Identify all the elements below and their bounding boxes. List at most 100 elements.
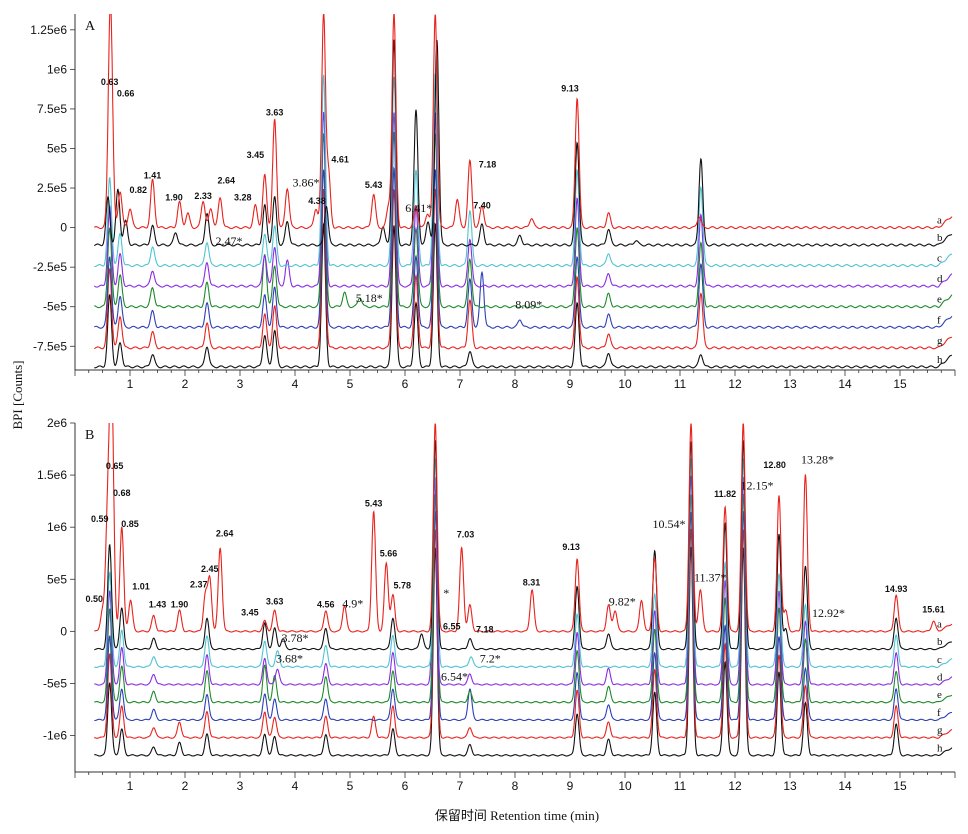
y-tick-label: -1e6 — [43, 729, 67, 743]
peak-annotation: 1.43 — [149, 599, 167, 609]
trace-d — [93, 110, 953, 288]
peak-annotation: 0.68 — [113, 488, 131, 498]
trace-a — [94, 14, 953, 230]
x-tick-label: 1 — [127, 377, 134, 391]
x-tick-label: 7 — [457, 377, 464, 391]
x-tick-label: 8 — [512, 779, 519, 793]
y-tick-label: 1.25e6 — [30, 23, 67, 37]
peak-annotation: 10.54* — [653, 517, 686, 531]
peak-annotation: 5.43 — [365, 498, 383, 508]
peak-annotation: 1.41 — [144, 171, 162, 181]
x-tick-label: 9 — [567, 377, 574, 391]
peak-annotation: 3.63 — [266, 596, 284, 606]
x-tick-label: 12 — [728, 377, 742, 391]
peak-annotation: 11.82 — [714, 489, 736, 499]
lane-label-d: d — [937, 671, 943, 683]
trace-g — [94, 528, 953, 739]
trace-h — [94, 222, 953, 369]
lane-label-b: b — [937, 636, 943, 648]
peak-annotation: 12.15* — [741, 479, 774, 493]
x-tick-label: 5 — [347, 779, 354, 793]
peak-annotation: 5.66 — [380, 548, 398, 558]
panel-label: B — [85, 428, 94, 443]
x-tick-label: 10 — [618, 779, 632, 793]
lane-label-g: g — [937, 725, 943, 737]
x-tick-label: 15 — [893, 779, 907, 793]
x-tick-label: 10 — [618, 377, 632, 391]
peak-annotation: 9.13 — [562, 542, 580, 552]
peak-annotation: 1.90 — [165, 193, 183, 203]
y-tick-label: 5e5 — [47, 572, 67, 586]
x-tick-label: 4 — [292, 377, 299, 391]
peak-annotation: 1.01 — [132, 582, 150, 592]
trace-b — [94, 39, 953, 247]
peak-annotation: 1.90 — [171, 599, 189, 609]
x-tick-label: 2 — [182, 377, 189, 391]
peak-annotation: 0.82 — [129, 185, 147, 195]
peak-annotation: 8.31 — [523, 578, 541, 588]
lane-label-e: e — [937, 294, 942, 306]
lane-label-a: a — [937, 618, 942, 630]
peak-annotation: 4.56 — [317, 599, 335, 609]
x-tick-label: 13 — [783, 779, 797, 793]
trace-d — [94, 475, 953, 686]
y-tick-label: 1e6 — [47, 62, 67, 76]
peak-annotation: 6.41* — [405, 201, 432, 215]
peak-annotation: 0.63 — [101, 77, 119, 87]
peak-annotation: 3.63 — [266, 107, 284, 117]
y-tick-label: -2.5e5 — [33, 260, 67, 274]
trace-g — [94, 188, 953, 350]
peak-annotation: 0.65 — [106, 461, 124, 471]
lane-label-h: h — [937, 354, 943, 366]
peak-annotation: 5.43 — [365, 180, 383, 190]
peak-annotation: 5.18* — [356, 291, 383, 305]
trace-b — [94, 440, 952, 651]
y-tick-label: 2.5e5 — [37, 181, 67, 195]
peak-annotation: 0.50 — [85, 594, 103, 604]
lane-label-h: h — [937, 742, 943, 754]
peak-annotation: 4.61 — [331, 155, 349, 165]
peak-annotation: 4.9* — [342, 596, 363, 610]
trace-f — [94, 166, 953, 329]
peak-annotation: 7.03 — [457, 530, 475, 540]
peak-annotation: 2.64 — [216, 529, 234, 539]
trace-a — [94, 423, 953, 633]
peak-annotation: 13.28* — [801, 453, 834, 467]
peak-annotation: 2.47* — [216, 234, 243, 248]
y-tick-label: 7.5e5 — [37, 102, 67, 116]
trace-h — [94, 546, 953, 757]
y-tick-label: 1e6 — [47, 520, 67, 534]
peak-annotation: 2.37 — [190, 580, 208, 590]
peak-annotation: 2.33 — [194, 191, 212, 201]
panel-a: 1 2 3 4 5 6 7 8 9 10 11 12 13 14 151.25e61e67.5e55e52.… — [30, 14, 956, 391]
peak-annotation: 3.45 — [241, 608, 259, 618]
x-axis-label: 保留时间 Retention time (min) — [435, 808, 599, 823]
panel-b: 1 2 3 4 5 6 7 8 9 10 11 12 13 14 152e61.5e61e65e50-5e5… — [37, 416, 956, 793]
peak-annotation: 2.64 — [217, 175, 235, 185]
lane-label-e: e — [937, 689, 942, 701]
x-tick-label: 4 — [292, 779, 299, 793]
peak-annotation: 0.85 — [121, 519, 139, 529]
x-tick-label: 11 — [674, 377, 687, 391]
peak-annotation: 0.66 — [117, 88, 135, 98]
peak-annotation: * — [443, 586, 449, 600]
lane-label-f: f — [937, 707, 941, 719]
y-tick-label: -7.5e5 — [33, 339, 67, 353]
y-tick-label: -5e5 — [43, 676, 67, 690]
peak-annotation: 12.80 — [763, 460, 786, 470]
lane-label-b: b — [937, 232, 943, 244]
x-tick-label: 2 — [182, 779, 189, 793]
panel-label: A — [85, 19, 96, 34]
peak-annotation: 14.93 — [885, 584, 908, 594]
y-tick-label: 5e5 — [47, 141, 67, 155]
x-tick-label: 14 — [838, 779, 852, 793]
peak-annotation: 6.54* — [441, 669, 468, 683]
x-tick-label: 8 — [512, 377, 519, 391]
y-tick-label: 0 — [60, 624, 67, 638]
x-tick-label: 5 — [347, 377, 354, 391]
y-tick-label: 0 — [60, 221, 67, 235]
x-tick-label: 3 — [237, 779, 244, 793]
peak-annotation: 3.78* — [282, 631, 309, 645]
peak-annotation: 3.86* — [293, 175, 320, 189]
